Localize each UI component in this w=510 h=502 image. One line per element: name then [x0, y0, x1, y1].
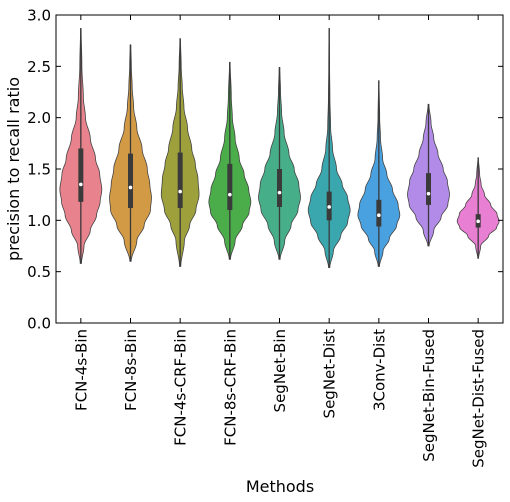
- y-axis-label: precision to recall ratio: [4, 77, 23, 261]
- violin: [208, 61, 252, 260]
- violin-median-point: [327, 205, 331, 209]
- violin: [109, 44, 152, 262]
- violin-iqr-box: [426, 173, 431, 205]
- x-tick-label: FCN-4s-CRF-Bin: [172, 329, 190, 446]
- x-tick-label: FCN-8s-CRF-Bin: [221, 329, 239, 446]
- violin: [307, 27, 351, 268]
- x-tick-label: SegNet-Dist: [321, 329, 339, 419]
- y-tick-label: 3.0: [27, 7, 51, 25]
- y-tick-label: 1.0: [27, 212, 51, 230]
- x-axis-label: Methods: [246, 477, 314, 496]
- x-tick-label: FCN-8s-Bin: [122, 329, 140, 411]
- y-tick-label: 0.0: [27, 315, 51, 333]
- violin-median-point: [178, 189, 182, 194]
- x-tick-label: SegNet-Dist-Fused: [470, 329, 488, 468]
- violin: [357, 80, 401, 267]
- y-tick-label: 0.5: [27, 263, 51, 281]
- violin-median-point: [476, 219, 480, 224]
- violin: [59, 27, 103, 264]
- x-tick-label: FCN-4s-Bin: [72, 329, 90, 411]
- violin-iqr-box: [277, 169, 282, 207]
- violin: [160, 38, 200, 267]
- violin-median-point: [79, 182, 83, 187]
- violin-iqr-box: [78, 148, 84, 202]
- y-tick-label: 2.0: [27, 109, 51, 127]
- y-tick-label: 1.5: [27, 161, 51, 179]
- violin-iqr-box: [376, 199, 382, 227]
- violin: [258, 66, 301, 260]
- x-axis: FCN-4s-Bin FCN-8s-Bin FCN-4s-CRF-Bin FCN-8s…: [72, 15, 488, 468]
- x-tick-label: 3Conv-Dist: [370, 329, 388, 411]
- x-tick-label: SegNet-Bin-Fused: [420, 329, 438, 462]
- x-tick-label: SegNet-Bin: [271, 329, 289, 412]
- y-tick-label: 2.5: [27, 58, 51, 76]
- violin-median-point: [277, 190, 282, 195]
- violin-median-point: [426, 191, 431, 196]
- violins-layer: [59, 27, 500, 268]
- violin-iqr-box: [177, 152, 183, 209]
- violin-iqr-box: [128, 153, 133, 209]
- y-axis: 0.0 0.5 1.0 1.5 2.0 2.5 3.0: [27, 7, 503, 333]
- violin-median-point: [377, 213, 381, 217]
- violin-median-point: [128, 185, 133, 190]
- violin: [456, 157, 500, 259]
- violin-median-point: [228, 192, 232, 197]
- violin: [407, 103, 450, 247]
- violin-iqr-box: [227, 163, 233, 211]
